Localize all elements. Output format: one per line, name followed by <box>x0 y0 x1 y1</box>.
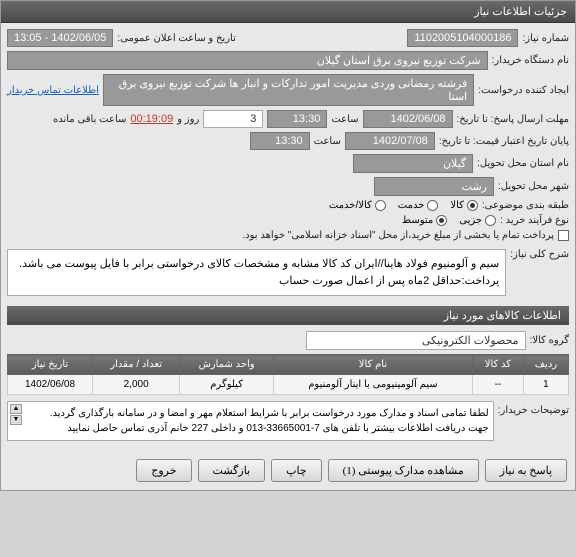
details-panel: جزئیات اطلاعات نیاز شماره نیاز: 11020051… <box>0 0 576 491</box>
th-date: تاریخ نیاز <box>8 355 93 375</box>
validity-time-label: ساعت <box>314 136 341 147</box>
radio-goods[interactable] <box>467 200 478 211</box>
buyer-label: نام دستگاه خریدار: <box>492 55 569 66</box>
province-label: نام استان محل تحویل: <box>477 158 569 169</box>
radio-goods-label: کالا <box>450 200 464 211</box>
spin-down-icon[interactable]: ▼ <box>10 415 22 425</box>
panel-title: جزئیات اطلاعات نیاز <box>1 1 575 23</box>
announce-value: 1402/06/05 - 13:05 <box>7 29 113 47</box>
cell-name: سیم آلومینیومی با اینار آلومنیوم <box>273 375 472 395</box>
items-table: ردیف کد کالا نام کالا واحد شمارش تعداد /… <box>7 354 569 395</box>
payment-note: پرداخت تمام یا بخشی از مبلغ خرید،از محل … <box>242 230 554 241</box>
creator-value: فرشته رمضانی وردی مدیریت امور تدارکات و … <box>103 74 474 106</box>
buyer-note-label: توضیحات خریدار: <box>498 405 569 416</box>
exit-button[interactable]: خروج <box>136 459 191 482</box>
deadline-date: 1402/06/08 <box>363 110 453 128</box>
th-code: کد کالا <box>473 355 524 375</box>
category-label: طبقه بندی موضوعی: <box>482 200 569 211</box>
radio-mid-label: متوسط <box>402 215 433 226</box>
spin-up-icon[interactable]: ▲ <box>10 404 22 414</box>
cell-date: 1402/06/08 <box>8 375 93 395</box>
city-label: شهر محل تحویل: <box>498 181 569 192</box>
days-label: روز و <box>177 114 199 125</box>
th-row: ردیف <box>523 355 568 375</box>
th-name: نام کالا <box>273 355 472 375</box>
group-value: محصولات الکترونیکی <box>306 331 526 350</box>
remain-label: ساعت باقی مانده <box>53 114 126 125</box>
th-unit: واحد شمارش <box>180 355 274 375</box>
radio-both-label: کالا/خدمت <box>329 200 372 211</box>
validity-time: 13:30 <box>250 132 310 150</box>
validity-label: پایان تاریخ اعتبار قیمت: تا تاریخ: <box>439 136 569 147</box>
need-no-value: 1102005104000186 <box>407 29 518 47</box>
cell-unit: کیلوگرم <box>180 375 274 395</box>
days-remaining: 3 <box>203 110 263 128</box>
city-value: رشت <box>374 177 494 196</box>
buyer-note-box: لطفا تمامی اسناد و مدارک مورد درخواست بر… <box>7 401 494 441</box>
cell-qty: 2,000 <box>93 375 180 395</box>
buyer-note-text: لطفا تمامی اسناد و مدارک مورد درخواست بر… <box>12 406 489 436</box>
buyer-value: شرکت توزیع نیروی برق استان گیلان <box>7 51 488 70</box>
radio-service-label: خدمت <box>398 200 425 211</box>
radio-low[interactable] <box>485 215 496 226</box>
countdown-timer: 00:19:09 <box>130 113 173 125</box>
deadline-label: مهلت ارسال پاسخ: تا تاریخ: <box>457 114 569 125</box>
back-button[interactable]: بازگشت <box>198 459 266 482</box>
th-qty: تعداد / مقدار <box>93 355 180 375</box>
validity-date: 1402/07/08 <box>345 132 435 150</box>
form-body: شماره نیاز: 1102005104000186 تاریخ و ساع… <box>1 23 575 451</box>
print-button[interactable]: چاپ <box>271 459 322 482</box>
items-section-header: اطلاعات کالاهای مورد نیاز <box>7 306 569 325</box>
respond-button[interactable]: پاسخ به نیاز <box>485 459 567 482</box>
table-row[interactable]: 1 -- سیم آلومینیومی با اینار آلومنیوم کی… <box>8 375 569 395</box>
main-desc-label: شرح کلی نیاز: <box>510 249 569 260</box>
cell-code: -- <box>473 375 524 395</box>
contact-link[interactable]: اطلاعات تماس خریدار <box>7 85 99 96</box>
spinner: ▲ ▼ <box>10 404 22 425</box>
payment-checkbox[interactable] <box>558 230 569 241</box>
radio-low-label: جزیی <box>459 215 482 226</box>
process-label: نوع فرآیند خرید : <box>500 215 569 226</box>
main-desc-value: سیم و آلومنیوم فولاد هاینا//ایران کد کال… <box>7 249 506 296</box>
province-value: گیلان <box>353 154 473 173</box>
radio-mid[interactable] <box>436 215 447 226</box>
category-radios: کالا خدمت کالا/خدمت <box>329 200 478 211</box>
creator-label: ایجاد کننده درخواست: <box>478 85 569 96</box>
radio-both[interactable] <box>375 200 386 211</box>
table-header-row: ردیف کد کالا نام کالا واحد شمارش تعداد /… <box>8 355 569 375</box>
announce-label: تاریخ و ساعت اعلان عمومی: <box>117 33 236 44</box>
process-radios: جزیی متوسط <box>402 215 496 226</box>
cell-row: 1 <box>523 375 568 395</box>
need-no-label: شماره نیاز: <box>522 33 569 44</box>
radio-service[interactable] <box>427 200 438 211</box>
attachments-button[interactable]: مشاهده مدارک پیوستی (1) <box>328 459 479 482</box>
button-bar: پاسخ به نیاز مشاهده مدارک پیوستی (1) چاپ… <box>1 451 575 490</box>
deadline-time-label: ساعت <box>331 114 358 125</box>
deadline-time: 13:30 <box>267 110 327 128</box>
group-label: گروه کالا: <box>530 335 569 346</box>
